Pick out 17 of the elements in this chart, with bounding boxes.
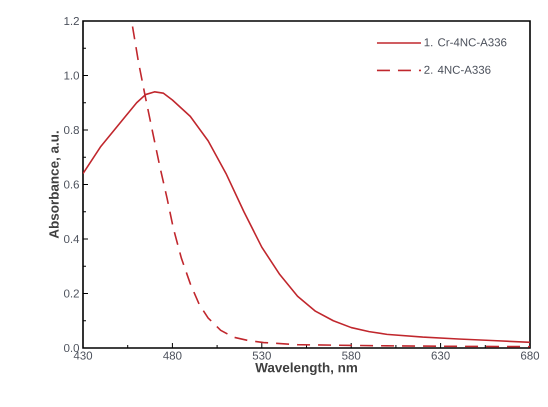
legend-label: 1. Cr-4NC-A336 (424, 38, 506, 46)
y-tick-label: 1.0 (64, 71, 80, 80)
y-axis-title: Absorbance, a.u. (48, 131, 61, 238)
y-tick-label: 1.2 (64, 16, 79, 25)
x-tick-label: 530 (252, 352, 271, 360)
x-tick-label: 480 (163, 352, 182, 360)
x-tick-label: 580 (342, 352, 360, 360)
x-tick-label: 630 (432, 352, 450, 360)
legend-label: 2. 4NC-A336 (424, 66, 491, 74)
x-axis-title: Wavelength, nm (255, 362, 357, 376)
y-tick-label: 0.8 (64, 126, 79, 134)
y-tick-label: 0.4 (64, 234, 80, 244)
y-tick-label: 0.0 (64, 344, 80, 352)
y-tick-label: 0.6 (64, 180, 79, 189)
x-tick-label: 680 (521, 352, 540, 360)
y-tick-label: 0.2 (64, 289, 79, 298)
x-tick-label: 430 (74, 352, 92, 360)
